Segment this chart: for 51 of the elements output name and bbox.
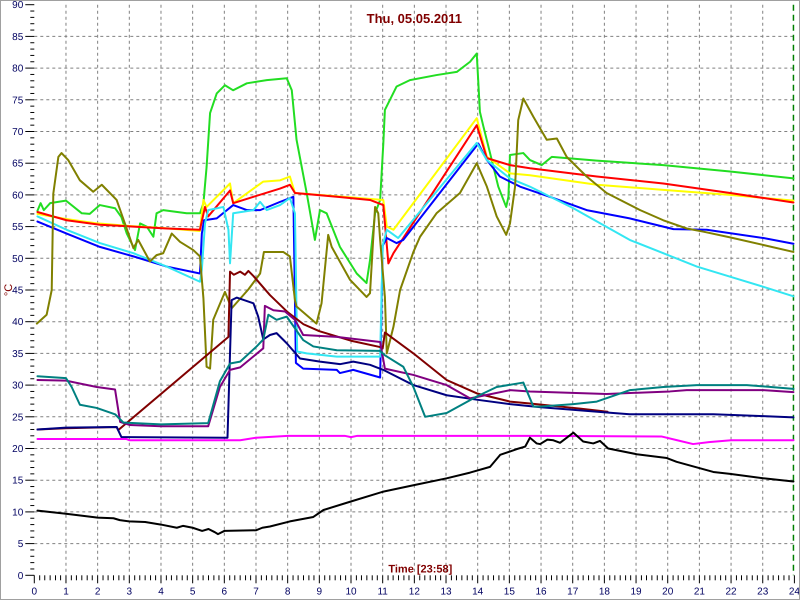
y-tick-label: 30 — [12, 380, 24, 392]
x-tick-label: 23 — [757, 586, 769, 598]
y-tick-label: 20 — [12, 444, 24, 455]
line-series — [36, 52, 794, 284]
line-series — [36, 434, 794, 446]
line-series — [36, 124, 794, 264]
x-tick-label: 24 — [788, 586, 800, 598]
line-series — [36, 117, 794, 232]
x-tick-label: 1 — [63, 586, 70, 598]
y-tick-label: 85 — [12, 32, 24, 43]
x-tick-label: 20 — [662, 586, 674, 598]
x-tick-label: 2 — [94, 586, 101, 598]
x-tick-label: 17 — [567, 586, 579, 598]
y-tick-label: 65 — [12, 158, 24, 170]
x-tick-label: 18 — [598, 586, 610, 598]
y-tick-label: 35 — [12, 348, 24, 360]
y-tick-label: 60 — [12, 190, 24, 202]
text: Thu, 05.05.2011 — [366, 11, 462, 26]
x-tick-label: 12 — [408, 586, 420, 598]
y-tick-label: 15 — [12, 476, 24, 487]
x-tick-label: 16 — [535, 586, 548, 598]
y-tick-label: 55 — [12, 222, 24, 234]
x-tick-label: 22 — [725, 586, 738, 598]
y-tick-label: 25 — [12, 412, 24, 424]
x-tick-label: 0 — [32, 586, 38, 598]
y-tick-label: 90 — [12, 0, 24, 12]
x-tick-label: 15 — [504, 586, 516, 598]
x-tick-label: 19 — [630, 586, 642, 598]
x-tick-label: 14 — [472, 586, 484, 598]
y-tick-label: 40 — [12, 317, 24, 328]
x-tick-label: 7 — [253, 586, 260, 598]
x-tick-label: 21 — [694, 586, 706, 598]
line-series — [36, 98, 794, 370]
x-tick-label: 3 — [126, 586, 133, 598]
y-tick-label: 10 — [12, 507, 24, 518]
x-axis-title: Time [23:58] — [388, 563, 453, 576]
x-tick-label: 5 — [190, 586, 196, 598]
y-tick-label: 70 — [12, 127, 24, 138]
y-tick-label: 0 — [18, 570, 24, 582]
x-tick-label: 13 — [440, 586, 452, 598]
x-tick-label: 4 — [158, 586, 164, 598]
y-tick-label: 75 — [12, 95, 24, 106]
x-tick-label: 11 — [377, 586, 388, 598]
y-tick-label: 5 — [18, 539, 24, 550]
x-tick-label: 9 — [316, 586, 323, 598]
y-tick-label: 80 — [12, 64, 24, 75]
y-tick-label: 45 — [12, 286, 24, 296]
x-tick-label: 6 — [222, 586, 228, 598]
y-tick-label: 50 — [12, 254, 24, 265]
x-tick-label: 10 — [345, 586, 358, 598]
x-tick-label: 8 — [284, 586, 291, 598]
